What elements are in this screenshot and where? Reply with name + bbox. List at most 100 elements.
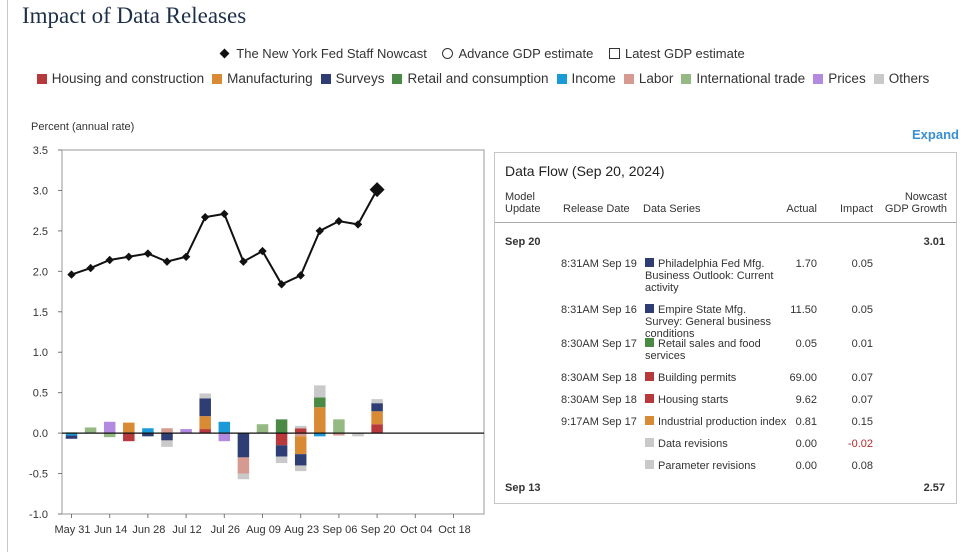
legend-category-label: Manufacturing — [227, 71, 313, 86]
impact-value: 0.07 — [851, 372, 873, 384]
contribution-bar — [237, 473, 250, 480]
category-swatch-icon — [212, 74, 223, 84]
contribution-bar — [371, 411, 383, 425]
y-tick-label: 3.5 — [33, 145, 48, 157]
data-series-label: Building permits — [658, 372, 737, 384]
y-axis-label: Percent (annual rate) — [31, 121, 135, 133]
data-series-label: Housing starts — [658, 394, 729, 406]
actual-value: 0.00 — [795, 460, 817, 472]
header-release-date: Release Date — [563, 203, 630, 215]
group-nowcast-value: 2.57 — [923, 482, 945, 494]
contribution-bar — [275, 433, 288, 446]
legend-advance-gdp[interactable]: Advance GDP estimate — [442, 46, 593, 61]
data-series: Data revisions — [645, 438, 785, 450]
contribution-bar — [256, 424, 269, 434]
x-tick-label: Aug 09 — [246, 524, 281, 536]
contribution-bar — [294, 425, 307, 429]
nowcast-point — [239, 257, 248, 266]
x-tick-label: Sep 06 — [322, 524, 357, 536]
group-update-date[interactable]: Sep 20 — [505, 236, 541, 248]
category-legend: Housing and construction Manufacturing Sur… — [0, 71, 966, 86]
impact-value: 0.05 — [851, 258, 873, 270]
surveys-swatch-icon — [645, 258, 654, 267]
circle-icon — [442, 48, 454, 59]
legend-category-label: Labor — [638, 71, 674, 86]
data-flow-panel: Data Flow (Sep 20, 2024) Model Update Re… — [494, 152, 957, 504]
legend-category-label: International trade — [696, 71, 806, 86]
contribution-bar — [352, 433, 364, 437]
y-tick-label: 2.5 — [33, 226, 48, 238]
release-date: 9:17AM Sep 17 — [561, 416, 637, 428]
legend-category-income[interactable]: Income — [556, 71, 616, 86]
data-series: Retail sales and food services — [645, 338, 785, 362]
data-series-label: Empire State Mfg. Survey: General busine… — [645, 304, 771, 340]
category-swatch-icon — [556, 74, 567, 84]
nowcast-point — [353, 220, 363, 229]
legend-category-others[interactable]: Others — [873, 71, 929, 86]
data-series: Empire State Mfg. Survey: General busine… — [645, 304, 785, 340]
contribution-bar — [294, 428, 307, 434]
contribution-bar — [142, 433, 154, 437]
actual-value: 0.00 — [795, 438, 817, 450]
nowcast-point — [258, 246, 267, 256]
y-tick-label: 1.0 — [33, 347, 48, 359]
category-swatch-icon — [36, 74, 47, 84]
legend-nowcast[interactable]: The New York Fed Staff Nowcast — [219, 46, 427, 61]
impact-value: 0.05 — [851, 304, 873, 316]
legend-category-manufacturing[interactable]: Manufacturing — [212, 71, 313, 86]
manufacturing-swatch-icon — [645, 416, 654, 425]
contribution-bar — [314, 397, 326, 408]
group-update-date[interactable]: Sep 13 — [505, 482, 541, 494]
plot-area — [61, 149, 485, 515]
legend-category-label: Retail and consumption — [407, 71, 549, 86]
legend-latest-gdp-label: Latest GDP estimate — [624, 46, 745, 61]
contribution-bar — [237, 457, 250, 474]
contribution-bar — [275, 456, 288, 464]
header-model-update: Model Update — [505, 191, 541, 215]
legend-category-prices[interactable]: Prices — [813, 71, 866, 86]
x-tick-label: Oct 04 — [400, 524, 432, 536]
contribution-bar — [65, 435, 78, 439]
data-series: Parameter revisions — [645, 460, 785, 472]
actual-value: 9.62 — [795, 394, 817, 406]
category-swatch-icon — [813, 74, 824, 84]
data-series-label: Parameter revisions — [658, 460, 756, 472]
contribution-bar — [294, 454, 307, 466]
contribution-bar — [371, 403, 383, 412]
legend-category-housing-and-construction[interactable]: Housing and construction — [36, 71, 204, 86]
retail-swatch-icon — [645, 338, 654, 347]
nowcast-point — [369, 182, 385, 198]
contribution-bar — [333, 433, 345, 436]
contribution-bar — [199, 429, 211, 434]
expand-link[interactable]: Expand — [912, 127, 959, 142]
contribution-bar — [294, 433, 307, 437]
x-tick-label: Jul 12 — [172, 524, 201, 536]
legend-category-retail-and-consumption[interactable]: Retail and consumption — [392, 71, 549, 86]
release-date: 8:30AM Sep 18 — [561, 394, 637, 406]
legend-category-label: Income — [571, 71, 616, 86]
contribution-bar — [103, 421, 116, 434]
header-nowcast: Nowcast GDP Growth — [884, 191, 947, 215]
release-date: 8:30AM Sep 17 — [561, 338, 637, 350]
nowcast-point — [181, 252, 191, 261]
contribution-bar — [275, 445, 288, 457]
contribution-bar — [314, 385, 326, 398]
contribution-bar — [199, 393, 211, 399]
x-tick-label: Sep 20 — [361, 524, 396, 536]
contribution-bar — [180, 429, 192, 434]
legend-category-international-trade[interactable]: International trade — [681, 71, 805, 86]
category-swatch-icon — [392, 74, 403, 84]
impact-value: 0.01 — [851, 338, 873, 350]
actual-value: 69.00 — [789, 372, 817, 384]
legend-category-labor[interactable]: Labor — [623, 71, 674, 86]
x-tick-label: Oct 18 — [438, 524, 470, 536]
actual-value: 0.05 — [795, 338, 817, 350]
nowcast-point — [296, 271, 305, 280]
legend-nowcast-label: The New York Fed Staff Nowcast — [236, 46, 427, 61]
legend-latest-gdp[interactable]: Latest GDP estimate — [608, 46, 745, 61]
legend-category-surveys[interactable]: Surveys — [320, 71, 384, 86]
nowcast-chart: 3.5 3.0 2.5 2.0 1.5 1.0 0.5 0.0 -0.5 -1.0 May 31 Ju… — [29, 145, 485, 536]
category-swatch-icon — [681, 74, 692, 84]
actual-value: 1.70 — [795, 258, 817, 270]
nowcast-point — [277, 280, 286, 289]
